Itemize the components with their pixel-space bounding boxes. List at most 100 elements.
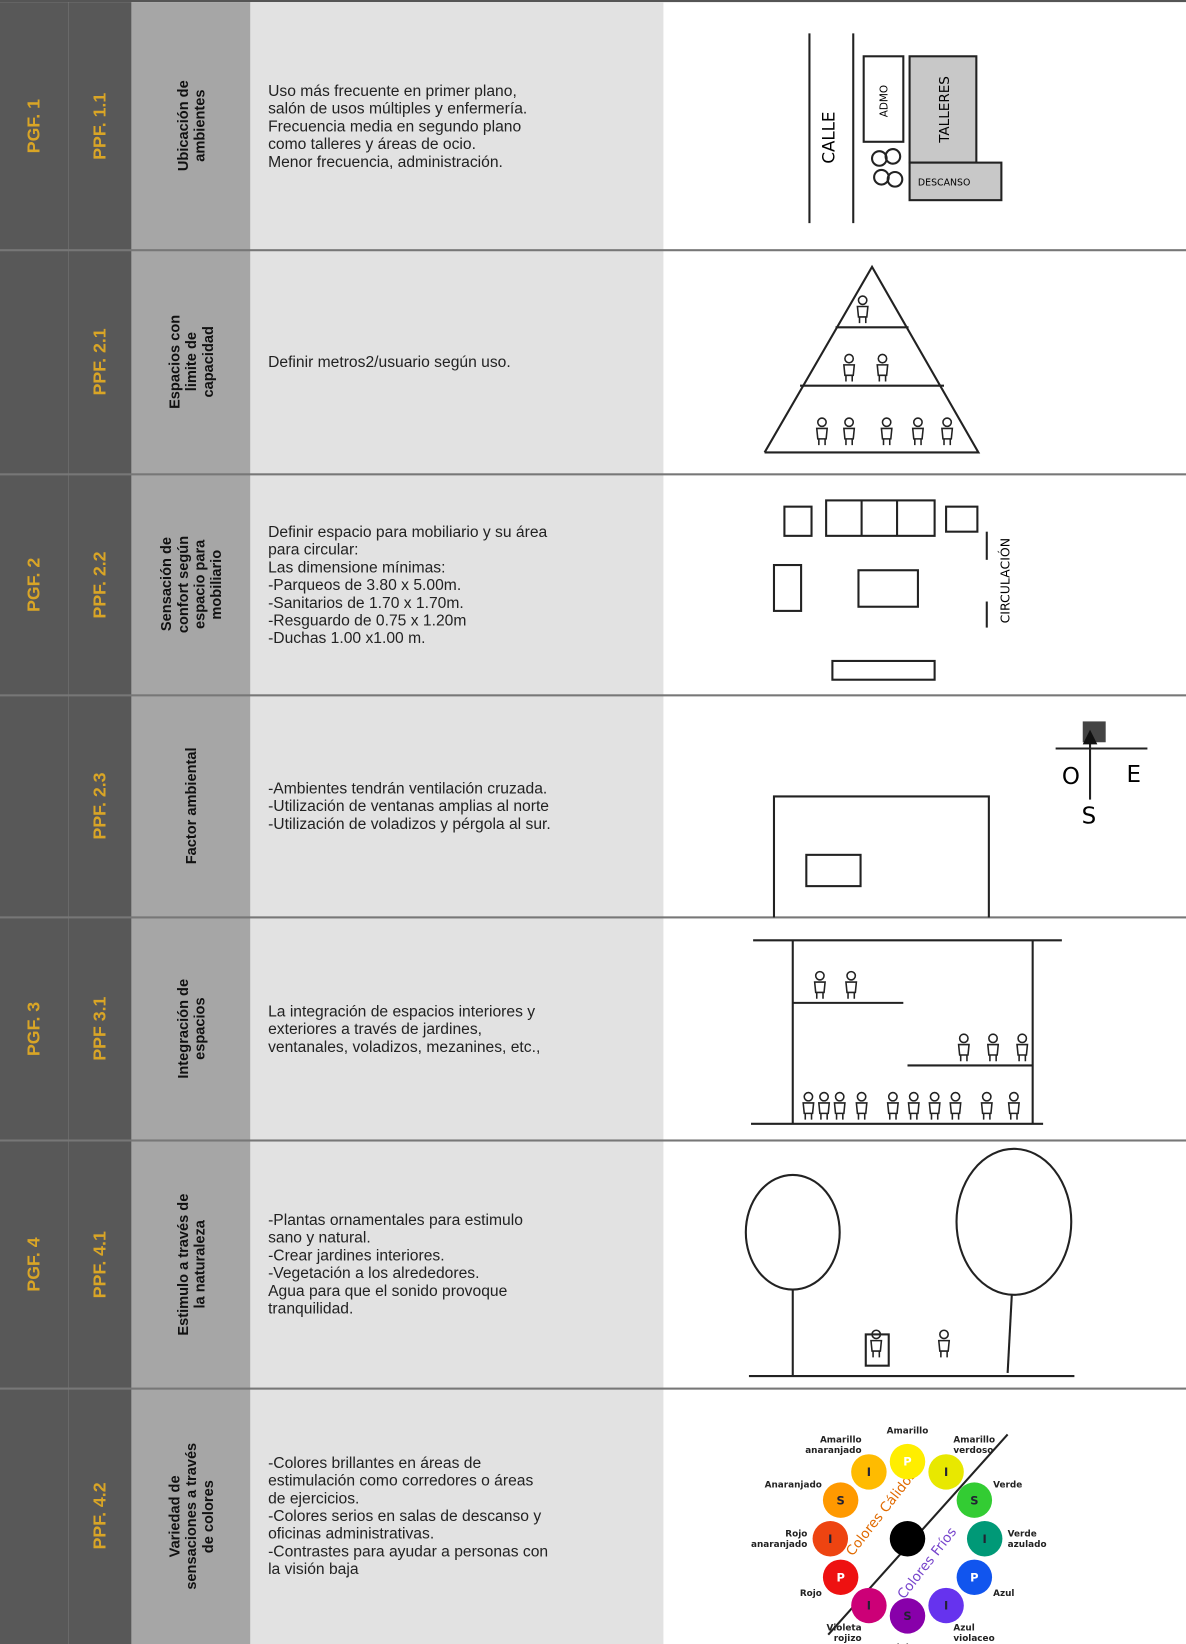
sketch-label: ADMO: [879, 85, 891, 117]
figure: [813, 970, 826, 999]
color-swatch: [928, 1587, 964, 1624]
sketch-label: TALLERES: [937, 76, 953, 144]
ppf-cell: PPF. 2.1: [68, 250, 132, 475]
head: [1008, 1091, 1019, 1102]
ppf-cell: PPF. 4.1: [68, 1140, 132, 1389]
figure: [957, 1033, 970, 1062]
description: -Ambientes tendrán ventilación cruzada. -…: [268, 780, 651, 833]
swatch-letter: I: [944, 1599, 948, 1613]
description-line: estimulación como corredores o áreas: [268, 1472, 534, 1490]
theme-cell: Estimulo a través de la naturaleza: [131, 1140, 251, 1389]
sketch-label: CIRCULACIÓN: [998, 538, 1013, 624]
ppf-cell: PPF 3.1: [68, 917, 132, 1141]
swatch-name: anaranjado: [751, 1540, 807, 1550]
pgf-cell: [0, 1388, 69, 1644]
description-line: tranquilidad.: [268, 1299, 354, 1318]
furniture-sketch: CIRCULACIÓN: [772, 499, 1013, 681]
description-line: la visión baja: [268, 1560, 359, 1579]
description-line: para circular:: [268, 540, 359, 559]
description: Definir metros2/usuario según uso.: [268, 353, 651, 371]
compass-label: S: [1082, 804, 1097, 830]
compass-label: E: [1127, 762, 1142, 788]
body: [870, 1339, 883, 1358]
pgf-cell: PGF. 2: [0, 474, 69, 696]
body: [911, 427, 925, 446]
description-line: Agua para que el sonido provoque: [268, 1282, 508, 1300]
body: [843, 364, 856, 382]
head: [846, 970, 857, 981]
color-swatch: [822, 1482, 859, 1518]
body: [833, 1102, 846, 1120]
head: [844, 353, 855, 364]
row-separator: [0, 694, 1186, 697]
body: [855, 1102, 868, 1120]
integration-sketch: [751, 939, 1062, 1125]
color-swatch: [966, 1521, 1003, 1557]
swatch-name: anaranjado: [805, 1446, 861, 1456]
body: [980, 1102, 993, 1120]
body: [1016, 1043, 1029, 1062]
color-wheel: Colores Cálidos Colores Fríos PAmarilloI…: [751, 1426, 1047, 1644]
description-line: sano y natural.: [268, 1229, 371, 1247]
head: [988, 1033, 998, 1044]
swatch-letter: I: [867, 1465, 871, 1479]
head: [939, 1329, 949, 1340]
swatch-letter: S: [970, 1493, 978, 1507]
body: [856, 305, 869, 324]
description-line: -Colores brillantes en áreas de: [268, 1454, 482, 1473]
description-line: -Sanitarios de 1.70 x 1.70m.: [268, 593, 464, 612]
description: Uso más frecuente en primer plano, salón …: [268, 82, 651, 171]
sketch-label: DESCANSO: [918, 178, 970, 189]
description-cell: Definir metros2/usuario según uso.: [250, 250, 664, 475]
pgf-cell: PGF. 4: [0, 1140, 69, 1389]
figure: [880, 417, 893, 446]
head: [871, 1329, 882, 1340]
head: [929, 1091, 940, 1102]
theme-cell: Sensación de confort según espacio para mob…: [131, 474, 251, 696]
swatch-name: Rojo: [800, 1589, 822, 1599]
figure: [876, 353, 889, 382]
figure: [817, 1091, 831, 1120]
description-line: Menor frecuencia, administración.: [268, 152, 503, 171]
description-cell: Definir espacio para mobiliario y su áre…: [250, 474, 664, 696]
figure: [937, 1329, 951, 1358]
description-line: oficinas administrativas.: [268, 1525, 435, 1543]
capacity-sketch: [763, 264, 981, 454]
figure: [870, 1329, 883, 1358]
description-line: Definir metros2/usuario según uso.: [268, 353, 511, 372]
description: -Plantas ornamentales para estimulo sano …: [268, 1211, 651, 1317]
color-swatch: [822, 1559, 859, 1596]
color-swatch: [889, 1598, 926, 1634]
swatch-name: Amarillo: [953, 1436, 995, 1446]
head: [819, 1091, 830, 1102]
figure: [980, 1091, 993, 1120]
head: [814, 970, 825, 981]
figure: [949, 1091, 962, 1120]
body: [941, 427, 954, 446]
color-swatch: [889, 1443, 926, 1480]
description-cell: -Ambientes tendrán ventilación cruzada. -…: [250, 695, 664, 918]
head: [981, 1091, 992, 1102]
description-line: de ejercicios.: [268, 1489, 360, 1508]
ppf-cell: PPF. 2.2: [68, 474, 132, 696]
description-line: Frecuencia media en segundo plano: [268, 117, 522, 136]
body: [843, 427, 856, 446]
pgf-cell: PGF. 3: [0, 917, 69, 1141]
figure: [1007, 1091, 1020, 1120]
description-line: -Colores serios en salas de descanso y: [268, 1507, 542, 1526]
color-swatch: [928, 1454, 964, 1490]
swatch-name: Amarillo: [820, 1436, 862, 1446]
figure: [833, 1091, 846, 1120]
description-line: -Duchas 1.00 x1.00 m.: [268, 629, 426, 647]
head: [912, 417, 923, 428]
body: [880, 427, 893, 446]
head: [856, 1091, 867, 1102]
body: [957, 1043, 970, 1062]
head: [958, 1033, 969, 1044]
body: [986, 1043, 1000, 1062]
description-line: La integración de espacios interiores y: [268, 1002, 536, 1021]
head: [834, 1091, 845, 1102]
body: [949, 1102, 962, 1120]
color-swatch: [956, 1482, 993, 1518]
